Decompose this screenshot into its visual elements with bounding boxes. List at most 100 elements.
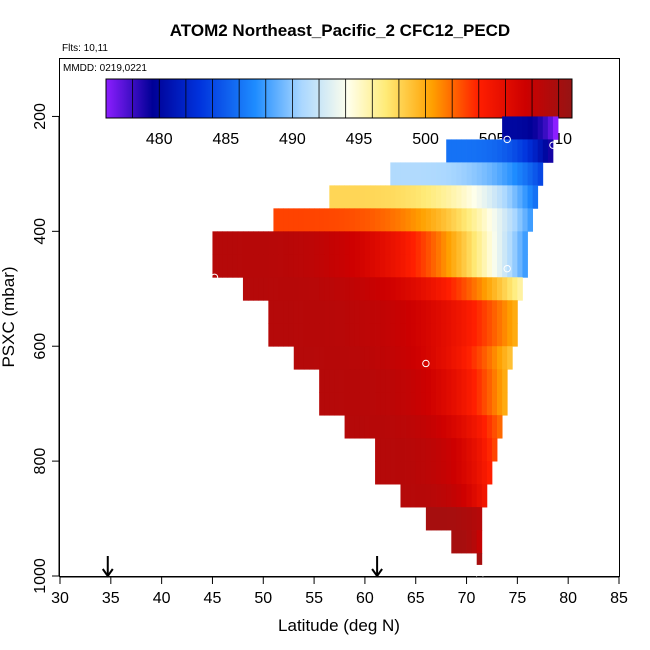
- mmdd-label: MMDD: 0219,0221: [63, 63, 147, 74]
- heatmap-cell: [380, 346, 386, 370]
- heatmap-cell: [466, 231, 473, 255]
- heatmap-cell: [425, 277, 432, 301]
- heatmap-cell: [461, 254, 467, 278]
- heatmap-cell: [303, 231, 310, 255]
- heatmap-cell: [329, 346, 335, 370]
- y-tick-label: 200: [32, 103, 49, 130]
- heatmap-cell: [415, 484, 422, 508]
- heatmap-cell: [380, 300, 386, 324]
- heatmap-cell: [456, 507, 462, 531]
- heatmap-cell: [425, 507, 432, 531]
- heatmap-cell: [390, 415, 396, 439]
- heatmap-cell: [430, 254, 437, 278]
- heatmap-cell: [369, 254, 376, 278]
- x-tick-label: 45: [204, 590, 222, 607]
- heatmap-cell: [456, 438, 462, 462]
- heatmap-cell: [471, 461, 478, 485]
- heatmap-cell: [471, 231, 478, 255]
- heatmap-cell: [364, 185, 371, 209]
- heatmap-cell: [441, 438, 447, 462]
- heatmap-cell: [375, 369, 381, 393]
- heatmap-cell: [415, 438, 422, 462]
- heatmap-cell: [481, 415, 488, 439]
- heatmap-cell: [405, 277, 412, 301]
- heatmap-cell: [481, 277, 488, 301]
- colorbar-gradient: [105, 78, 573, 119]
- heatmap-cell: [425, 484, 432, 508]
- heatmap-cell: [481, 231, 488, 255]
- heatmap-cell: [415, 231, 422, 255]
- heatmap-cell: [441, 461, 447, 485]
- heatmap-cell: [415, 162, 422, 186]
- heatmap-cell: [466, 392, 473, 416]
- heatmap-cell: [451, 208, 457, 232]
- heatmap-cell: [436, 231, 442, 255]
- heatmap-cell: [451, 254, 457, 278]
- heatmap-cell: [425, 300, 432, 324]
- heatmap-cell: [375, 438, 381, 462]
- heatmap-cell: [278, 254, 284, 278]
- heatmap-cell: [380, 323, 386, 347]
- heatmap-cell: [359, 208, 366, 232]
- heatmap-cell: [446, 392, 452, 416]
- flight-arrow: [371, 556, 383, 578]
- heatmap-cell: [430, 346, 437, 370]
- heatmap-cell: [334, 369, 340, 393]
- heatmap-cell: [410, 208, 417, 232]
- heatmap-cell: [461, 323, 467, 347]
- heatmap-cell: [375, 300, 381, 324]
- heatmap-cell: [410, 300, 417, 324]
- heatmap-cell: [532, 116, 539, 140]
- heatmap-cell: [425, 346, 432, 370]
- heatmap-cell: [400, 369, 406, 393]
- heatmap-cell: [476, 415, 483, 439]
- heatmap-cell: [319, 254, 325, 278]
- heatmap-cell: [309, 323, 315, 347]
- heatmap-cell: [359, 392, 366, 416]
- heatmap-cell: [522, 231, 528, 255]
- heatmap-cell: [430, 323, 437, 347]
- heatmap-cell: [400, 415, 406, 439]
- heatmap-cell: [436, 415, 442, 439]
- heatmap-cell: [491, 415, 498, 439]
- heatmap-cell: [481, 323, 488, 347]
- flight-arrow: [101, 556, 114, 578]
- heatmap-cell: [314, 231, 320, 255]
- heatmap-cell: [324, 323, 330, 347]
- heatmap-cell: [522, 185, 528, 209]
- heatmap-cell: [385, 300, 391, 324]
- heatmap-cell: [309, 208, 315, 232]
- heatmap-cell: [380, 231, 386, 255]
- heatmap-cell: [512, 277, 518, 301]
- heatmap-cell: [364, 415, 371, 439]
- heatmap-cell: [400, 438, 406, 462]
- heatmap-cell: [395, 162, 401, 186]
- heatmap-cell: [390, 323, 396, 347]
- heatmap-cell: [354, 277, 361, 301]
- heatmap-cell: [446, 484, 452, 508]
- colorbar: 480485490495500505510: [105, 78, 573, 148]
- heatmap-cell: [456, 461, 462, 485]
- heatmap-cell: [522, 254, 528, 278]
- heatmap-cell: [385, 392, 391, 416]
- heatmap-cell: [476, 185, 483, 209]
- heatmap-cell: [456, 530, 462, 554]
- heatmap-cell: [456, 208, 462, 232]
- heatmap-cell: [441, 231, 447, 255]
- heatmap-cell: [517, 254, 523, 278]
- heatmap-cell: [481, 392, 488, 416]
- heatmap-cell: [268, 277, 274, 301]
- x-tick-label: 70: [458, 590, 476, 607]
- heatmap-cell: [400, 208, 406, 232]
- heatmap-cell: [425, 323, 432, 347]
- heatmap-cell: [425, 162, 432, 186]
- heatmap-cell: [420, 254, 427, 278]
- heatmap-cell: [446, 208, 452, 232]
- heatmap-cell: [466, 415, 473, 439]
- heatmap-cell: [400, 162, 406, 186]
- sample-point: [549, 141, 557, 149]
- heatmap-cell: [446, 300, 452, 324]
- heatmap-cell: [527, 162, 534, 186]
- heatmap-cell: [476, 277, 483, 301]
- heatmap-cell: [375, 461, 381, 485]
